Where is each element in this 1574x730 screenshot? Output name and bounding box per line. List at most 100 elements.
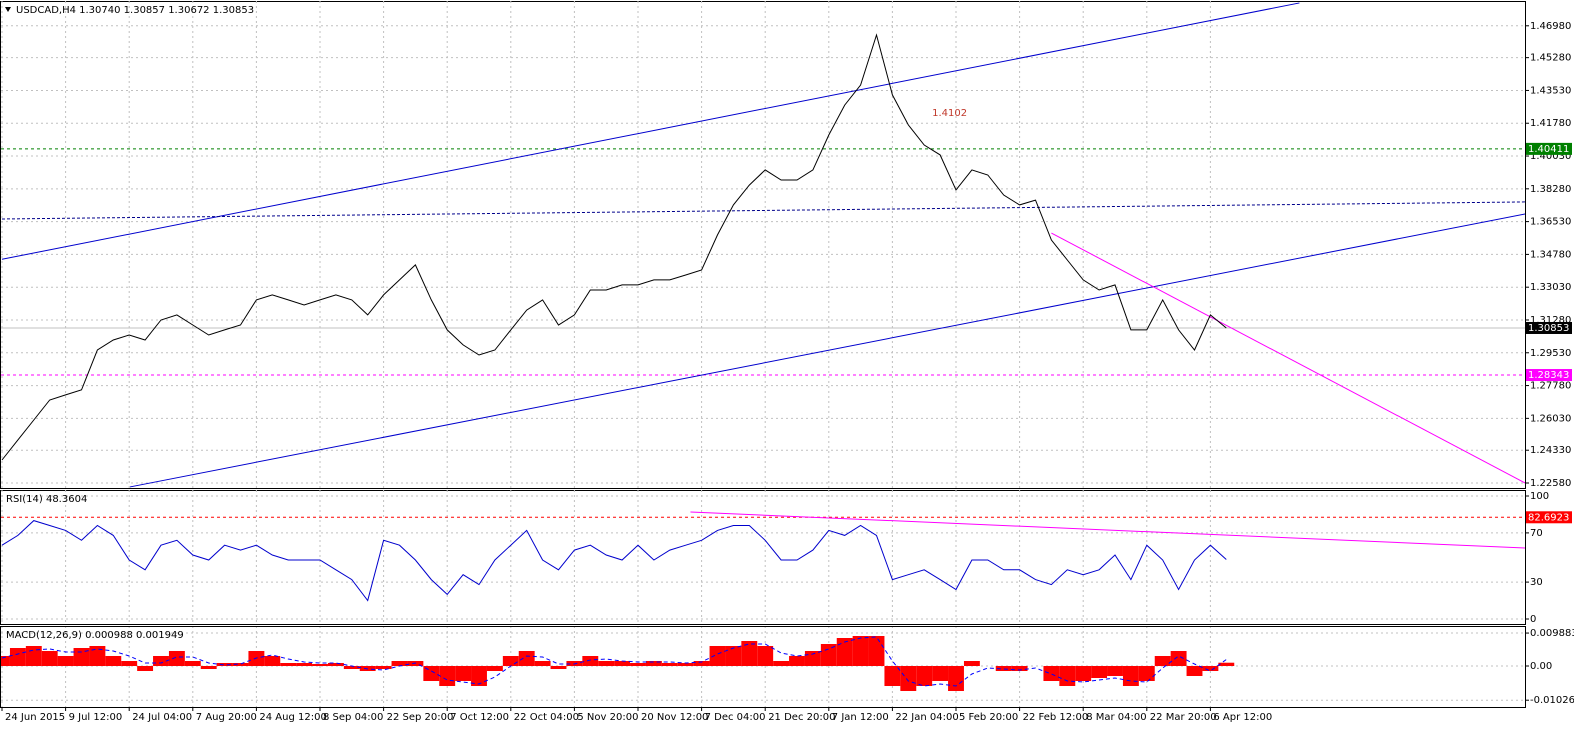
y-tick-label: 1.43530 bbox=[1530, 85, 1571, 96]
trend-line bbox=[1051, 232, 1525, 484]
panel-frame bbox=[0, 490, 1526, 625]
plot-area bbox=[1, 490, 1525, 624]
y-tick-label: 1.36530 bbox=[1530, 217, 1571, 228]
x-tick-label: 21 Dec 20:00 bbox=[768, 712, 835, 723]
x-tick-label: 24 Jul 04:00 bbox=[132, 712, 192, 723]
y-tick-label: 1.26030 bbox=[1530, 413, 1571, 424]
histogram-bar bbox=[645, 661, 662, 666]
histogram-bar bbox=[932, 666, 949, 681]
x-tick-label: 8 Sep 04:00 bbox=[323, 712, 383, 723]
histogram-bar bbox=[757, 646, 774, 666]
histogram-bar bbox=[137, 666, 154, 671]
x-tick-label: 24 Aug 12:00 bbox=[259, 712, 326, 723]
panel-frame bbox=[0, 1, 1526, 489]
histogram-bar bbox=[25, 646, 42, 666]
level-label-box bbox=[1526, 321, 1572, 334]
x-tick-label: 22 Oct 04:00 bbox=[514, 712, 579, 723]
y-tick-label: 1.45280 bbox=[1530, 53, 1571, 64]
histogram-bar bbox=[343, 666, 360, 669]
histogram-bar bbox=[1138, 666, 1155, 681]
histogram-bar bbox=[1059, 666, 1076, 686]
series-line bbox=[1, 636, 1227, 687]
histogram-bar bbox=[200, 666, 217, 669]
y-tick-label: 1.38280 bbox=[1530, 184, 1571, 195]
y-tick-label: 0 bbox=[1530, 614, 1536, 625]
histogram-bar bbox=[550, 666, 567, 669]
y-tick-label: 1.40030 bbox=[1530, 151, 1571, 162]
histogram-bar bbox=[836, 638, 853, 666]
histogram-bar bbox=[773, 661, 790, 666]
histogram-bar bbox=[1011, 666, 1028, 671]
histogram-bar bbox=[264, 656, 281, 666]
histogram-bar bbox=[1075, 666, 1092, 681]
x-tick-label: 7 Jan 12:00 bbox=[832, 712, 889, 723]
x-tick-label: 22 Mar 20:00 bbox=[1150, 712, 1217, 723]
histogram-bar bbox=[1107, 666, 1123, 676]
histogram-bar bbox=[948, 666, 964, 691]
histogram-bar bbox=[486, 666, 503, 671]
x-tick-label: 9 Jul 12:00 bbox=[69, 712, 123, 723]
plot-area bbox=[1, 627, 1525, 707]
histogram-bar bbox=[89, 646, 106, 666]
histogram-bar bbox=[9, 648, 26, 666]
histogram-bar bbox=[630, 663, 646, 666]
y-tick-label: 1.24330 bbox=[1530, 445, 1571, 456]
panel-title: RSI(14) 48.3604 bbox=[6, 494, 87, 505]
histogram-bar bbox=[312, 664, 328, 666]
histogram-bar bbox=[868, 636, 885, 666]
x-tick-label: 22 Sep 20:00 bbox=[387, 712, 454, 723]
histogram-bar bbox=[216, 663, 233, 666]
histogram-bar bbox=[1, 656, 10, 666]
histogram-bar bbox=[1091, 666, 1108, 678]
x-tick-label: 20 Nov 12:00 bbox=[641, 712, 708, 723]
histogram-bar bbox=[1170, 651, 1187, 666]
histogram-bar bbox=[677, 663, 694, 666]
x-tick-label: 7 Oct 12:00 bbox=[450, 712, 509, 723]
histogram-bar bbox=[741, 641, 758, 666]
y-tick-label: 1.33030 bbox=[1530, 282, 1571, 293]
histogram-bar bbox=[184, 661, 201, 666]
histogram-bar bbox=[1043, 666, 1060, 681]
x-tick-label: 6 Apr 12:00 bbox=[1213, 712, 1272, 723]
histogram-bar bbox=[884, 666, 901, 686]
histogram-bar bbox=[168, 651, 185, 666]
histogram-bar bbox=[1154, 656, 1171, 666]
y-tick-label: 1.41780 bbox=[1530, 118, 1571, 129]
histogram-bar bbox=[900, 666, 917, 691]
histogram-bar bbox=[455, 666, 472, 681]
x-tick-label: 7 Dec 04:00 bbox=[705, 712, 766, 723]
x-tick-label: 5 Feb 20:00 bbox=[959, 712, 1018, 723]
histogram-bar bbox=[280, 663, 297, 666]
y-tick-label: 30 bbox=[1530, 577, 1543, 588]
histogram-bar bbox=[41, 651, 58, 666]
y-tick-label: 1.46980 bbox=[1530, 21, 1571, 32]
trend-line bbox=[1, 201, 1525, 220]
histogram-bar bbox=[582, 656, 599, 666]
histogram-bar bbox=[153, 656, 169, 666]
histogram-bar bbox=[375, 666, 392, 669]
histogram-bar bbox=[296, 663, 313, 666]
x-tick-label: 5 Nov 20:00 bbox=[577, 712, 638, 723]
level-label-box bbox=[1526, 142, 1572, 155]
y-tick-label: 0.00 bbox=[1530, 661, 1552, 672]
histogram-bar bbox=[789, 656, 805, 666]
histogram-bar bbox=[502, 656, 519, 666]
y-tick-label: 100 bbox=[1530, 491, 1549, 502]
x-tick-label: 7 Aug 20:00 bbox=[196, 712, 257, 723]
histogram-bar bbox=[105, 656, 122, 666]
histogram-bar bbox=[804, 651, 821, 666]
histogram-bar bbox=[232, 663, 249, 666]
plot-area bbox=[1, 1, 1525, 488]
menu-triangle bbox=[5, 7, 11, 12]
histogram-bar bbox=[327, 663, 344, 666]
histogram-bar bbox=[1202, 666, 1219, 671]
level-label: 1.30853 bbox=[1528, 323, 1569, 334]
level-label-box bbox=[1526, 511, 1572, 524]
series-line bbox=[1, 520, 1227, 602]
histogram-bar bbox=[820, 644, 837, 666]
y-tick-label: 1.29530 bbox=[1530, 348, 1571, 359]
histogram-bar bbox=[471, 666, 487, 686]
series-line bbox=[1, 33, 1227, 461]
